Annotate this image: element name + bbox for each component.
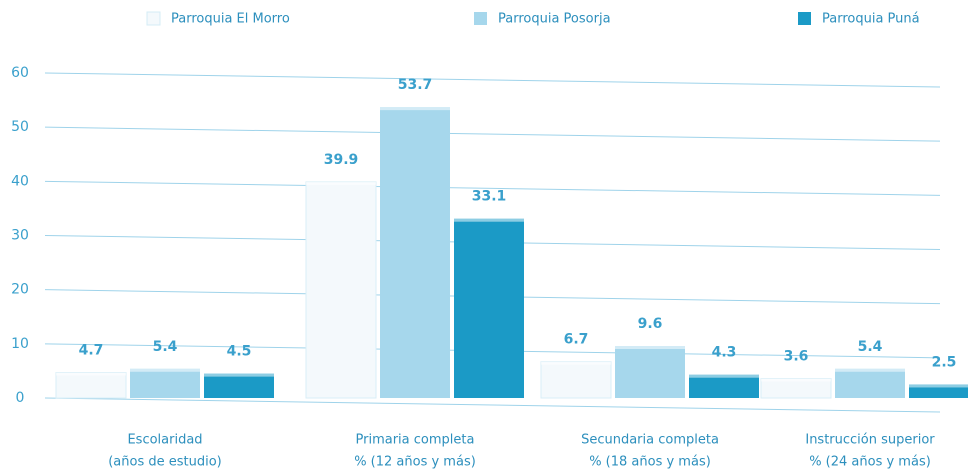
bar [55,372,127,399]
value-label: 2.5 [932,354,957,370]
x-tick-label: Instrucción superior [805,433,935,448]
grid-line [44,126,941,142]
value-label: 33.1 [472,189,507,205]
bar [130,368,200,398]
value-label: 5.4 [858,339,883,355]
y-tick-label: 60 [11,65,29,81]
bar-highlight [306,181,376,185]
y-tick-label: 50 [11,119,29,135]
x-tick-label: (años de estudio) [108,455,222,470]
legend-label: Parroquia Puná [822,12,920,27]
x-tick-label: Escolaridad [127,433,202,448]
x-tick-label: Primaria completa [356,433,475,448]
value-label: 9.6 [638,316,663,332]
value-label: 39.9 [324,152,359,168]
bar [835,368,905,398]
bar-highlight [835,368,905,372]
x-tick-label: % (24 años y más) [809,455,931,470]
bar [204,373,274,398]
legend-label: Parroquia El Morro [171,12,290,27]
bar-highlight [454,218,524,222]
value-label: 6.7 [564,332,589,348]
legend-swatch [798,12,811,25]
bar-highlight [909,384,968,388]
y-tick-label: 30 [11,228,29,244]
bar [689,374,759,398]
bar-highlight [541,361,611,365]
bar [909,384,968,398]
value-label: 3.6 [784,349,809,365]
value-label: 5.4 [153,339,178,355]
bar-highlight [689,374,759,378]
grid-line [44,72,941,88]
bar-highlight [130,368,200,372]
grid-line [44,397,941,413]
grid-line [44,180,941,196]
x-tick-label: % (12 años y más) [354,455,476,470]
legend-label: Parroquia Posorja [498,12,611,27]
bar-highlight [615,346,685,349]
bar [454,218,524,398]
value-label: 4.7 [79,343,104,359]
bar-highlight [204,373,274,377]
bar [615,346,685,398]
bar [380,107,450,398]
legend-swatch [146,11,161,26]
bar [305,181,377,399]
x-tick-label: Secundaria completa [581,433,719,448]
bar-highlight [56,372,126,376]
y-tick-label: 10 [11,336,29,352]
bar [540,361,612,399]
value-label: 4.3 [712,345,737,361]
value-label: 4.5 [227,344,252,360]
y-tick-label: 0 [16,390,25,406]
y-tick-label: 40 [11,173,29,189]
x-tick-label: % (18 años y más) [589,455,711,470]
y-tick-label: 20 [11,282,29,298]
value-label: 53.7 [398,77,433,93]
bar-highlight [761,378,831,382]
legend-swatch [474,12,487,25]
bar-highlight [380,107,450,111]
